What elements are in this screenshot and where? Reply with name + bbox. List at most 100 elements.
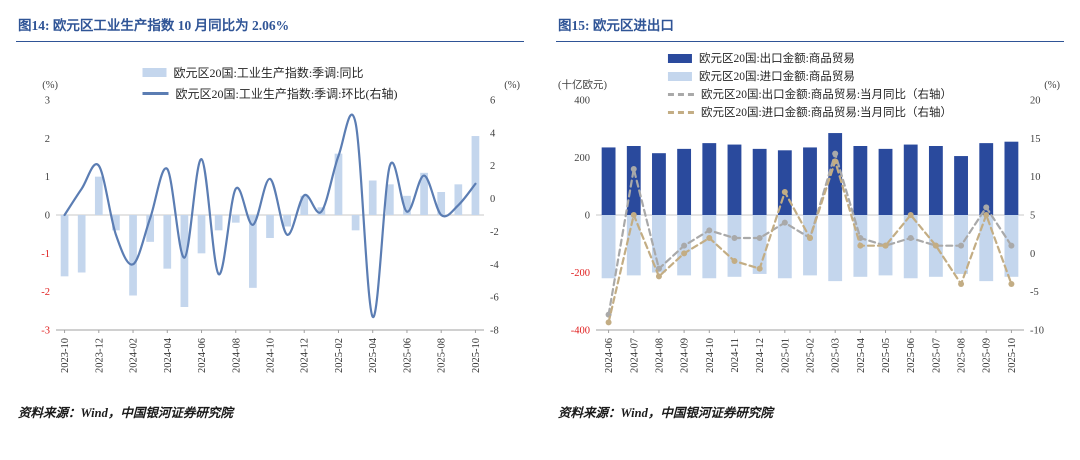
- point-marker: [958, 242, 965, 249]
- point-marker: [807, 235, 813, 241]
- bar: [112, 215, 120, 231]
- figure-14-source: 资料来源：Wind，中国银河证券研究院: [18, 406, 233, 420]
- x-axis-tick-label: 2024-07: [629, 338, 640, 373]
- bar: [94, 176, 103, 215]
- point-marker: [731, 235, 738, 241]
- right-axis-tick-label: 2: [490, 161, 495, 172]
- figure-15-chart-area: 欧元区20国:出口金额:商品贸易 欧元区20国:进口金额:商品贸易欧元区20国:出…: [556, 48, 1064, 392]
- legend-label: 欧元区20国:出口金额:商品贸易: [698, 53, 855, 65]
- report-figures: 图14: 欧元区工业生产指数 10 月同比为 2.06% 欧元区20国:工业生产…: [16, 12, 1064, 421]
- point-marker: [630, 212, 637, 218]
- point-marker: [832, 150, 839, 157]
- x-axis-tick-label: 2024-09: [680, 338, 691, 373]
- point-marker: [1008, 242, 1015, 249]
- imports-exports-chart: 400 200 0 -200 -400 20 15 10 5 0 -5 -10 (十亿欧元) (%) 202…: [558, 78, 1060, 373]
- right-axis-tick-label: -4: [490, 260, 499, 271]
- point-marker: [781, 219, 788, 226]
- x-axis-tick-label: 2024-10: [705, 338, 716, 373]
- x-axis-tick-label: 2023-10: [60, 338, 71, 373]
- point-marker: [832, 158, 839, 165]
- bar: [334, 153, 343, 215]
- x-axis-tick-label: 2025-10: [471, 338, 482, 373]
- x-axis-tick-label: 2024-08: [654, 338, 665, 373]
- bar: [163, 215, 172, 269]
- legend-item: 欧元区20国:工业生产指数:季调:同比: [142, 64, 398, 81]
- left-axis-tick-label: 3: [45, 96, 50, 107]
- figure-14-title: 图14: 欧元区工业生产指数 10 月同比为 2.06%: [16, 12, 524, 42]
- figure-15-legend: 欧元区20国:出口金额:商品贸易 欧元区20国:进口金额:商品贸易欧元区20国:出…: [667, 48, 953, 122]
- left-axis-tick-label: 2: [45, 134, 50, 145]
- bar: [266, 215, 274, 238]
- bar: [300, 195, 309, 215]
- point-marker: [882, 242, 889, 249]
- x-axis-tick-label: 2025-10: [1007, 338, 1018, 373]
- point-marker: [907, 235, 914, 241]
- right-axis-tick-label: -8: [490, 326, 499, 337]
- bar: [368, 180, 377, 215]
- legend-bar-swatch: [142, 68, 167, 77]
- left-axis-unit-label: (十亿欧元): [558, 78, 607, 91]
- legend-label: 欧元区20国:进口金额:商品贸易:当月同比（右轴）: [700, 107, 953, 119]
- bar: [626, 146, 641, 215]
- bar: [702, 143, 717, 215]
- legend-line-swatch: [667, 110, 694, 114]
- bar: [752, 148, 767, 215]
- legend-label: 欧元区20国:出口金额:商品贸易:当月同比（右轴）: [700, 89, 953, 101]
- bar: [803, 147, 817, 215]
- x-axis-tick-label: 2024-06: [197, 338, 208, 373]
- line-series: [63, 113, 477, 318]
- right-axis-tick-label: 5: [1030, 211, 1035, 222]
- right-axis-unit-label: (%): [504, 80, 520, 91]
- x-axis-tick-label: 2025-01: [780, 338, 791, 373]
- bar: [60, 215, 69, 277]
- point-marker: [1008, 281, 1015, 287]
- left-axis-tick-label: 400: [574, 96, 590, 107]
- point-marker: [932, 242, 939, 249]
- bar: [727, 215, 742, 277]
- legend-label: 欧元区20国:进口金额:商品贸易: [698, 71, 855, 83]
- bar: [1004, 141, 1019, 215]
- left-axis-unit-label: (%): [42, 80, 58, 91]
- x-axis-tick-label: 2025-06: [906, 338, 917, 373]
- x-axis-tick-label: 2024-10: [266, 338, 277, 373]
- bar: [828, 215, 843, 282]
- point-marker: [756, 265, 763, 272]
- bar: [853, 146, 868, 215]
- point-marker: [958, 281, 965, 287]
- x-axis-tick-label: 2025-04: [368, 337, 379, 373]
- point-marker: [781, 189, 788, 195]
- left-axis-tick-label: -1: [41, 249, 50, 260]
- x-axis-tick-label: 2025-02: [806, 338, 817, 373]
- right-axis-tick-label: 0: [1030, 249, 1035, 260]
- right-axis-tick-label: 0: [490, 194, 495, 205]
- bar: [954, 156, 968, 215]
- legend-line-swatch: [142, 92, 169, 95]
- bar: [777, 150, 792, 215]
- x-axis-tick-label: 2025-04: [856, 337, 867, 373]
- figure-15-title: 图15: 欧元区进出口: [556, 12, 1064, 42]
- x-axis-tick-label: 2025-03: [831, 338, 842, 373]
- bar: [214, 215, 223, 231]
- bar: [385, 184, 394, 215]
- figure-14-panel: 图14: 欧元区工业生产指数 10 月同比为 2.06% 欧元区20国:工业生产…: [16, 12, 524, 421]
- bar: [403, 195, 411, 215]
- legend-item: 欧元区20国:进口金额:商品贸易:当月同比（右轴）: [667, 104, 953, 120]
- figure-14-chart-area: 欧元区20国:工业生产指数:季调:同比 欧元区20国:工业生产指数:季调:环比(右…: [16, 48, 524, 392]
- left-axis-tick-label: -200: [571, 268, 590, 279]
- bar: [979, 143, 994, 215]
- right-axis-tick-label: 20: [1030, 96, 1041, 107]
- point-marker: [706, 235, 713, 241]
- bar: [903, 215, 918, 279]
- x-axis-tick-label: 2023-12: [94, 338, 105, 373]
- point-marker: [857, 242, 864, 249]
- bar: [249, 215, 257, 288]
- bar: [454, 184, 463, 215]
- bar: [231, 215, 240, 223]
- bar: [129, 215, 137, 296]
- bar: [903, 144, 918, 215]
- legend-line-swatch: [667, 92, 694, 96]
- legend-bar-swatch: [667, 71, 692, 81]
- legend-item: 欧元区20国:出口金额:商品贸易: [667, 50, 952, 66]
- right-axis-tick-label: -6: [490, 293, 499, 304]
- bar: [180, 215, 189, 307]
